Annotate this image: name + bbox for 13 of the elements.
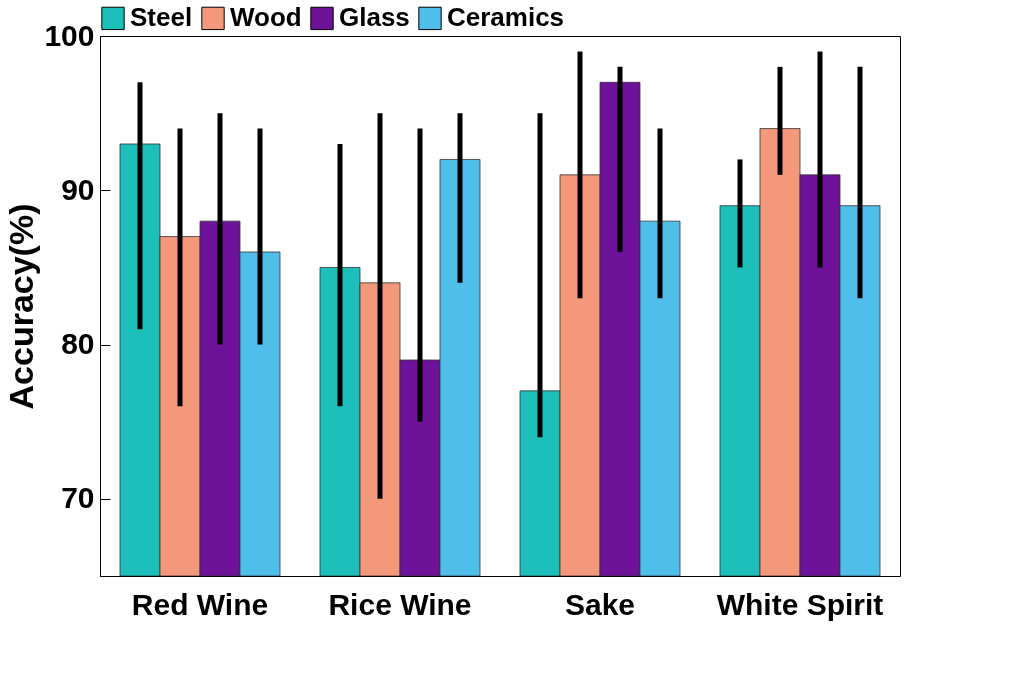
x-tick-label: White Spirit: [716, 587, 884, 621]
x-tick-label: Sake: [564, 587, 636, 621]
x-tick-label: Red Wine: [131, 587, 269, 621]
y-tick-label: 80: [61, 327, 95, 361]
legend-label: Ceramics: [447, 2, 565, 33]
legend-label: Wood: [230, 2, 302, 33]
y-tick-label: 100: [44, 18, 95, 52]
y-tick-label: 70: [61, 481, 95, 515]
y-tick-label: 90: [61, 172, 95, 206]
y-axis-title: Accuracy(%): [2, 203, 41, 410]
legend-label: Steel: [130, 2, 193, 33]
legend-label: Glass: [339, 2, 410, 33]
x-tick-label: Rice Wine: [328, 587, 472, 621]
